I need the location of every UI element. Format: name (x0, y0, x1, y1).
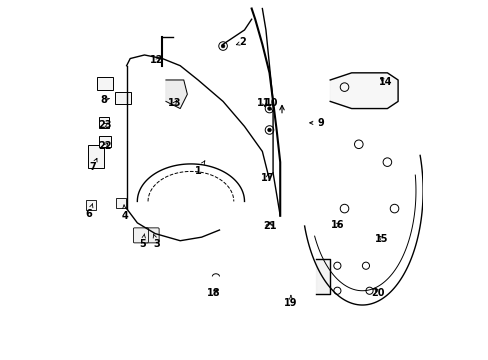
FancyBboxPatch shape (144, 228, 159, 243)
Text: 18: 18 (207, 288, 221, 297)
Circle shape (267, 107, 271, 111)
FancyBboxPatch shape (99, 117, 109, 128)
Text: 23: 23 (98, 120, 112, 130)
Text: 8: 8 (100, 95, 109, 105)
Text: 16: 16 (330, 220, 344, 230)
Circle shape (221, 44, 224, 48)
Polygon shape (315, 258, 329, 294)
Text: 6: 6 (85, 203, 93, 219)
FancyBboxPatch shape (115, 92, 131, 104)
Text: 22: 22 (98, 141, 112, 151)
FancyBboxPatch shape (133, 228, 148, 243)
Text: 13: 13 (168, 98, 181, 108)
FancyBboxPatch shape (97, 77, 113, 90)
Text: 1: 1 (194, 161, 204, 176)
Text: 14: 14 (378, 77, 391, 87)
Polygon shape (165, 80, 187, 109)
Text: 12: 12 (150, 55, 163, 65)
Text: 21: 21 (262, 221, 276, 231)
FancyBboxPatch shape (88, 145, 104, 168)
FancyBboxPatch shape (116, 198, 126, 208)
Text: 5: 5 (139, 234, 146, 249)
Text: 19: 19 (284, 296, 297, 308)
Text: 9: 9 (309, 118, 324, 128)
FancyBboxPatch shape (99, 136, 111, 147)
Polygon shape (329, 73, 397, 109)
Text: 17: 17 (261, 173, 274, 183)
Text: 10: 10 (264, 98, 278, 111)
Text: 15: 15 (374, 234, 388, 244)
Text: 11: 11 (257, 98, 270, 108)
Text: 4: 4 (121, 205, 128, 221)
Text: 20: 20 (371, 288, 385, 297)
Text: 3: 3 (153, 234, 160, 249)
FancyBboxPatch shape (86, 200, 96, 210)
Text: 7: 7 (89, 158, 97, 172)
Circle shape (267, 128, 271, 132)
Text: 2: 2 (236, 37, 245, 48)
